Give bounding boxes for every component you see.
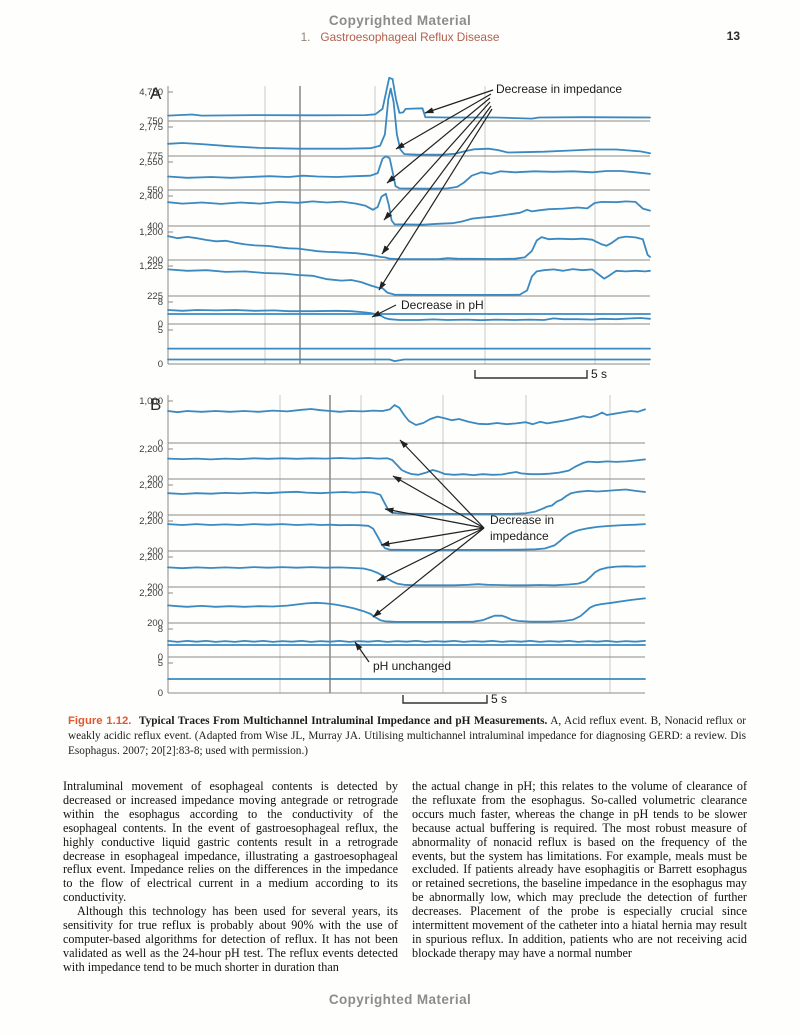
channel-base-label: 225 <box>147 291 163 302</box>
trace-line <box>167 457 646 476</box>
trace-line <box>167 192 651 226</box>
scale-bar <box>474 370 588 379</box>
annotation-arrow <box>392 475 485 529</box>
channel-base-label: 200 <box>147 474 163 485</box>
annotation-decrease-ph: Decrease in pH <box>401 298 484 312</box>
channel-top-label: 8 <box>158 297 163 308</box>
annotation-decrease-impedance: Decrease in impedance <box>496 82 622 96</box>
watermark-top: Copyrighted Material <box>328 13 472 28</box>
annotation-arrow <box>372 527 485 618</box>
annotation-arrow <box>386 97 491 184</box>
channel-base-label: 550 <box>147 185 163 196</box>
annotation-arrow <box>384 507 485 529</box>
channel-top-label: 8 <box>158 624 163 635</box>
watermark-bottom: Copyrighted Material <box>328 992 472 1007</box>
figure-caption-label: Figure 1.12. <box>68 715 132 727</box>
body-text: Intraluminal movement of esophageal cont… <box>63 779 748 975</box>
annotation-arrow <box>383 101 491 221</box>
channel-top-label: 4,750 <box>139 87 163 98</box>
channel-base-label: 750 <box>147 116 163 127</box>
channel-top-label: 2,200 <box>139 444 163 455</box>
trace-line <box>167 309 651 322</box>
annotation-arrow <box>376 527 485 582</box>
annotation-arrow <box>395 93 492 150</box>
figure-panel-b: 1,00002,2002002,2002002,2002002,2002002,… <box>139 395 646 706</box>
annotation-decrease-impedance-line2: impedance <box>490 529 549 543</box>
channel-base-label: 200 <box>147 582 163 593</box>
trace-line <box>167 565 646 587</box>
channel-base-label: 0 <box>158 319 163 330</box>
channel-top-label: 1,000 <box>139 396 163 407</box>
chapter-number: 1. <box>300 30 311 44</box>
trace-line <box>167 597 646 623</box>
annotation-ph-unchanged: pH unchanged <box>373 659 451 673</box>
channel-top-label: 1,200 <box>139 227 163 238</box>
body-paragraph: Although this technology has been used f… <box>63 904 398 974</box>
panel-label: B <box>150 395 161 414</box>
annotation-arrow <box>424 89 494 114</box>
scale-bar-label: 5 s <box>591 367 607 381</box>
annotation-arrow <box>399 439 485 529</box>
panel-label: A <box>150 84 162 103</box>
body-column-right: the actual change in pH; this relates to… <box>412 779 747 975</box>
body-paragraph: Intraluminal movement of esophageal cont… <box>63 779 398 905</box>
trace-line <box>167 155 651 190</box>
channel-top-label: 2,775 <box>139 122 163 133</box>
annotation-arrow <box>380 527 485 547</box>
trace-line <box>167 404 646 426</box>
channel-base-label: 775 <box>147 151 163 162</box>
channel-base-label: 0 <box>158 688 163 699</box>
channel-top-label: 1,225 <box>139 261 163 272</box>
channel-base-label: 200 <box>147 255 163 266</box>
trace-line <box>167 76 651 120</box>
channel-top-label: 5 <box>158 325 163 336</box>
annotation-arrow <box>378 108 493 291</box>
annotation-arrow <box>371 304 397 318</box>
channel-base-label: 0 <box>158 438 163 449</box>
channel-top-label: 2,200 <box>139 588 163 599</box>
channel-base-label: 0 <box>158 652 163 663</box>
channel-base-label: 0 <box>158 359 163 370</box>
channel-top-label: 2,550 <box>139 157 163 168</box>
trace-line <box>167 87 651 156</box>
figure-caption-text: A, Acid reflux event. B, Nonacid reflux … <box>68 715 747 757</box>
scale-bar <box>402 695 488 704</box>
channel-top-label: 2,400 <box>139 191 163 202</box>
trace-line <box>167 639 646 643</box>
annotation-arrow <box>381 105 492 255</box>
annotation-decrease-impedance-line1: Decrease in <box>490 513 554 527</box>
channel-base-label: 400 <box>147 221 163 232</box>
channel-top-label: 5 <box>158 658 163 669</box>
figure-caption: Figure 1.12. Typical Traces From Multich… <box>68 714 746 759</box>
trace-line <box>167 235 651 261</box>
scale-bar-label: 5 s <box>491 692 507 706</box>
channel-top-label: 2,200 <box>139 552 163 563</box>
trace-line <box>167 268 651 296</box>
channel-base-label: 200 <box>147 618 163 629</box>
page-number: 13 <box>726 29 740 43</box>
channel-base-label: 200 <box>147 510 163 521</box>
body-column-left: Intraluminal movement of esophageal cont… <box>63 779 398 975</box>
chapter-title: Gastroesophageal Reflux Disease <box>320 30 500 44</box>
trace-line <box>167 488 646 515</box>
trace-line <box>167 358 651 363</box>
channel-top-label: 2,200 <box>139 480 163 491</box>
body-paragraph: the actual change in pH; this relates to… <box>412 779 747 960</box>
chapter-heading: 1. Gastroesophageal Reflux Disease <box>0 30 800 44</box>
channel-base-label: 200 <box>147 546 163 557</box>
annotation-arrow <box>354 641 370 663</box>
figure-caption-title: Typical Traces From Multichannel Intralu… <box>138 715 548 727</box>
trace-line <box>167 523 646 551</box>
channel-top-label: 2,200 <box>139 516 163 527</box>
